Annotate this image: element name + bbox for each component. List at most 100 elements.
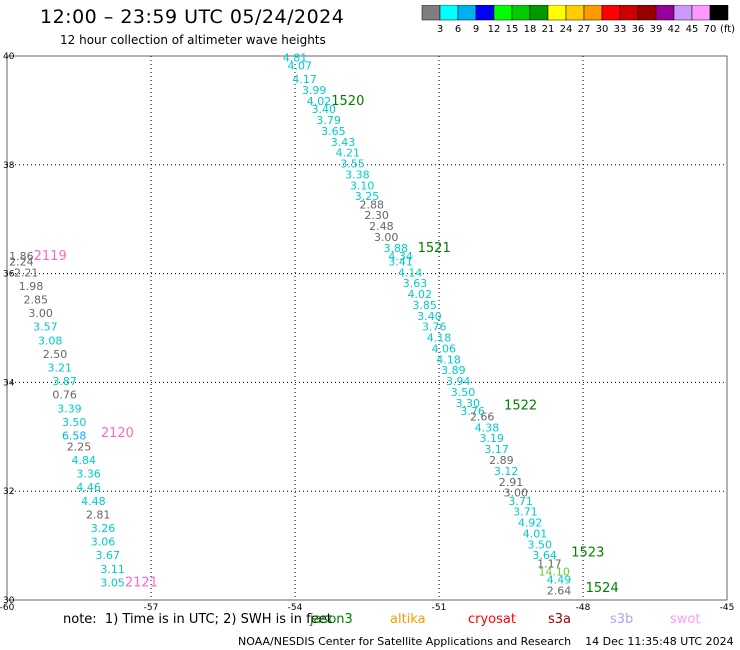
wave-height-value: 2.48 bbox=[369, 220, 394, 233]
wave-height-value: 3.85 bbox=[412, 299, 437, 312]
wave-height-value: 3.43 bbox=[331, 136, 356, 149]
wave-height-value: 1.17 bbox=[537, 557, 562, 570]
pass-number-label: 1524 bbox=[586, 581, 619, 596]
wave-height-value: 3.39 bbox=[57, 402, 82, 415]
credit-footer: NOAA/NESDIS Center for Satellite Applica… bbox=[238, 635, 734, 648]
lat-tick-label: 34 bbox=[3, 378, 15, 388]
lon-tick-label: -51 bbox=[432, 603, 447, 613]
wave-height-value: 2.25 bbox=[67, 440, 92, 453]
wave-height-value: 4.49 bbox=[547, 574, 572, 587]
pass-number-label: 1522 bbox=[504, 399, 537, 414]
wave-height-value: 3.40 bbox=[312, 103, 337, 116]
wave-height-value: 3.79 bbox=[316, 114, 341, 127]
wave-height-value: 2.89 bbox=[489, 454, 514, 467]
wave-height-value: 3.19 bbox=[480, 432, 505, 445]
lon-tick-label: -57 bbox=[144, 603, 159, 613]
wave-height-value: 2.50 bbox=[43, 348, 68, 361]
wave-height-value: 6.58 bbox=[62, 430, 87, 443]
wave-height-value: 3.21 bbox=[48, 362, 73, 375]
wave-height-value: 2.81 bbox=[86, 508, 111, 521]
wave-height-value: 4.06 bbox=[432, 342, 457, 355]
wave-height-colorbar: 3 6 9 12 15 18 21 24 27 30 33 36 39 42 45 70 (ft) bbox=[421, 5, 735, 35]
page-subtitle: 12 hour collection of altimeter wave hei… bbox=[60, 33, 326, 47]
wave-height-value: 4.34 bbox=[388, 250, 413, 263]
wave-height-value: 3.50 bbox=[451, 386, 476, 399]
wave-height-value: 3.00 bbox=[28, 307, 53, 320]
colorbar-tick-label: 27 bbox=[578, 24, 591, 35]
colorbar-tick-label: 9 bbox=[473, 24, 479, 35]
wave-height-value: 4.07 bbox=[288, 60, 313, 73]
wave-height-value: 3.76 bbox=[422, 321, 447, 334]
wave-height-value: 2.21 bbox=[14, 266, 39, 279]
wave-height-value: 3.40 bbox=[417, 310, 442, 323]
wave-height-value: 3.57 bbox=[33, 321, 58, 334]
wave-height-value: 2.24 bbox=[9, 255, 34, 268]
wave-height-value: 2.64 bbox=[547, 585, 572, 598]
wave-height-value: 0.76 bbox=[52, 389, 77, 402]
colorbar-tick-label: 33 bbox=[614, 24, 627, 35]
wave-height-value: 1.86 bbox=[9, 250, 34, 263]
pass-number-label: 1520 bbox=[331, 94, 364, 109]
wave-height-value: 4.84 bbox=[72, 454, 97, 467]
wave-height-value: 3.25 bbox=[355, 190, 380, 203]
pass-number-label: 2120 bbox=[101, 426, 134, 441]
colorbar-tick-label: 36 bbox=[632, 24, 645, 35]
wave-height-value: 4.48 bbox=[81, 495, 106, 508]
wave-height-value: 3.89 bbox=[441, 364, 466, 377]
colorbar-tick-label: 18 bbox=[524, 24, 537, 35]
wave-height-value: 3.63 bbox=[403, 277, 428, 290]
page-title: 12:00 – 23:59 UTC 05/24/2024 bbox=[40, 6, 345, 28]
wave-height-value: 4.17 bbox=[292, 73, 317, 86]
colorbar-tick-label: 39 bbox=[650, 24, 663, 35]
wave-height-value: 4.81 bbox=[283, 51, 308, 64]
wave-height-value: 3.41 bbox=[388, 255, 413, 268]
colorbar-tick-label: 45 bbox=[686, 24, 699, 35]
wave-height-value: 3.11 bbox=[100, 563, 125, 576]
wave-height-value: 3.71 bbox=[513, 506, 538, 519]
wave-height-value: 3.30 bbox=[456, 397, 481, 410]
wave-height-value: 1.98 bbox=[19, 280, 44, 293]
wave-height-value: 3.12 bbox=[494, 465, 519, 478]
wave-height-value: 4.01 bbox=[523, 527, 548, 540]
wave-height-value: 4.46 bbox=[76, 481, 101, 494]
satellite-legend-item: altika bbox=[390, 612, 426, 627]
wave-height-value: 3.99 bbox=[302, 84, 327, 97]
wave-height-value: 3.06 bbox=[91, 536, 116, 549]
wave-height-value: 2.66 bbox=[470, 410, 495, 423]
satellite-legend-item: cryosat bbox=[468, 612, 516, 627]
lat-tick-label: 30 bbox=[3, 596, 15, 606]
footnote: note: 1) Time is in UTC; 2) SWH is in fe… bbox=[63, 612, 332, 627]
wave-height-value: 3.05 bbox=[100, 576, 125, 589]
wave-height-value: 4.21 bbox=[336, 147, 361, 160]
colorbar-tick-label: 24 bbox=[560, 24, 573, 35]
wave-height-value: 3.38 bbox=[345, 168, 370, 181]
wave-height-value: 4.02 bbox=[408, 288, 433, 301]
map-frame bbox=[6, 55, 728, 601]
wave-height-value: 14.10 bbox=[538, 566, 570, 579]
wave-height-value: 2.30 bbox=[364, 209, 389, 222]
lat-tick-label: 36 bbox=[3, 270, 15, 280]
pass-number-label: 1521 bbox=[418, 241, 451, 256]
wave-height-value: 4.18 bbox=[436, 353, 461, 366]
colorbar-tick-label: 21 bbox=[542, 24, 555, 35]
wave-height-value: 3.26 bbox=[91, 522, 116, 535]
colorbar-tick-label: 70 bbox=[704, 24, 717, 35]
lat-tick-label: 32 bbox=[3, 487, 14, 497]
colorbar-tick-label: 6 bbox=[455, 24, 461, 35]
colorbar-tick-label: 12 bbox=[488, 24, 501, 35]
pass-number-label: 1523 bbox=[571, 545, 604, 560]
wave-height-value: 3.00 bbox=[504, 487, 529, 500]
colorbar-tick-label: 30 bbox=[596, 24, 609, 35]
lon-tick-label: -54 bbox=[288, 603, 303, 613]
satellite-legend-item: s3a bbox=[548, 612, 572, 627]
satellite-legend-item: s3b bbox=[610, 612, 634, 627]
wave-height-value: 3.64 bbox=[532, 549, 557, 562]
wave-height-value: 4.02 bbox=[307, 95, 332, 108]
wave-height-value: 3.50 bbox=[528, 538, 553, 551]
wave-height-value: 3.87 bbox=[52, 375, 77, 388]
colorbar-tick-label: 15 bbox=[506, 24, 519, 35]
wave-height-value: 3.67 bbox=[96, 549, 121, 562]
wave-height-value: 3.65 bbox=[321, 125, 346, 138]
lat-tick-label: 40 bbox=[3, 52, 15, 62]
